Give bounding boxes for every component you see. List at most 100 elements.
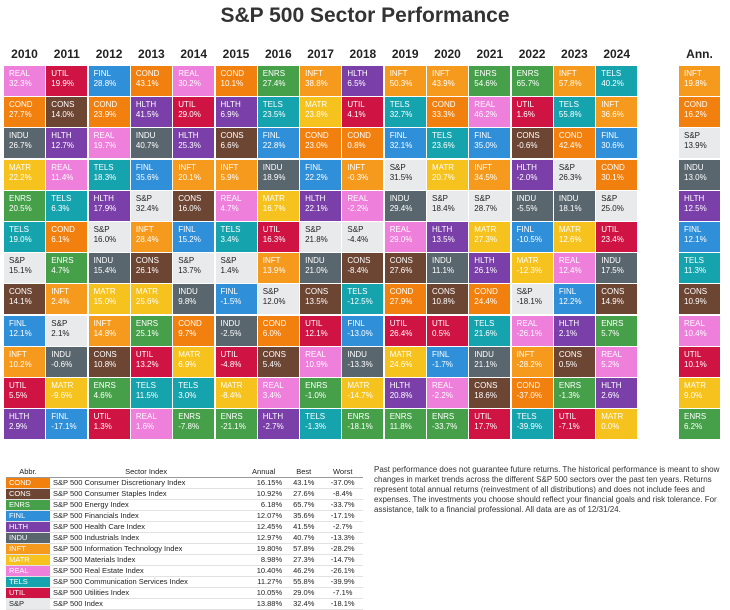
sector-cell-2019-rank-11: HLTH 20.8% (384, 378, 426, 408)
cell-return-value: 11.3% (684, 266, 707, 276)
cell-return-value: 19.9% (51, 79, 74, 88)
legend-worst: -33.7% (322, 499, 363, 511)
cell-return-value: 4.7% (51, 266, 70, 276)
sector-cell-2015-rank-3: CONS 6.6% (215, 128, 257, 159)
sector-cell-2016-rank-5: MATR 16.7% (257, 190, 299, 221)
cell-return-value: 10.1% (220, 79, 244, 88)
sector-cell-2019-rank-3: FINL 32.1% (384, 128, 426, 159)
cell-return-value: 16.0% (93, 235, 117, 244)
cell-return-value: 13.9% (262, 266, 286, 276)
cell-sector-code: ENRS (135, 318, 159, 328)
cell-sector-code: CONS (51, 100, 75, 110)
sector-cell-2021-rank-10: INDU 21.1% (469, 346, 511, 377)
cell-sector-code: INDU (347, 349, 367, 359)
cell-sector-code: INDU (220, 318, 241, 328)
cell-return-value: -4.8% (220, 359, 242, 369)
sector-cell-2022-rank-11: COND -37.0% (511, 378, 553, 408)
cell-return-value: -1.3% (558, 391, 580, 400)
sector-cell-2011-rank-6: COND 6.1% (46, 222, 88, 252)
cell-sector-code: INFT (178, 162, 196, 172)
cell-return-value: 21.6% (474, 328, 497, 338)
sector-cell-2010-rank-7: S&P 15.1% (4, 253, 45, 284)
cell-sector-code: REAL (262, 381, 284, 390)
sector-cell-2022-rank-2: UTIL 1.6% (511, 97, 553, 128)
sector-cell-2018-rank-3: COND 0.8% (342, 128, 384, 159)
cell-return-value: 12.7% (51, 141, 74, 151)
sector-cell-2019-rank-1: INFT 50.3% (384, 66, 426, 96)
sector-cell-2019-rank-5: INDU 29.4% (384, 190, 426, 221)
cell-sector-code: ENRS (558, 381, 582, 390)
sector-cell-2010-rank-3: INDU 26.7% (4, 128, 45, 159)
sector-cell-2012-rank-1: FINL 28.8% (88, 66, 130, 96)
year-header-2015: 2015 (222, 47, 250, 61)
cell-sector-code: INDU (389, 193, 410, 203)
cell-sector-code: UTIL (601, 225, 619, 234)
cell-sector-code: REAL (347, 193, 369, 203)
legend-row: INDU S&P 500 Industrials Index 12.97% 40.7%… (6, 532, 363, 544)
legend-best: 27.6% (285, 488, 323, 500)
legend-row: TELS S&P 500 Communication Services Index… (6, 576, 363, 588)
cell-return-value: 4.7% (220, 203, 239, 213)
cell-return-value: 2.1% (51, 328, 70, 338)
sector-cell-2021-rank-12: UTIL 17.7% (469, 409, 511, 440)
sector-cell-2018-rank-7: CONS -8.4% (342, 253, 384, 284)
cell-return-value: 2.6% (601, 391, 620, 400)
cell-sector-code: ENRS (305, 381, 328, 390)
cell-return-value: 18.9% (262, 172, 286, 182)
sector-cell-2019-rank-9: UTIL 26.4% (384, 315, 426, 346)
cell-return-value: -8.4% (347, 266, 369, 276)
sector-cell-2013-rank-9: ENRS 25.1% (130, 315, 172, 346)
cell-sector-code: UTIL (220, 349, 238, 359)
sector-cell-2015-rank-6: TELS 3.4% (215, 222, 257, 252)
sector-cell-2013-rank-6: INFT 28.4% (130, 222, 172, 252)
sector-cell-2024-rank-8: CONS 14.9% (596, 284, 638, 315)
cell-return-value: 18.6% (474, 391, 497, 400)
annualized-header: Ann. (686, 47, 713, 61)
cell-return-value: 25.3% (178, 141, 201, 151)
year-header-2017: 2017 (307, 47, 334, 61)
sector-cell-2012-rank-10: CONS 10.8% (88, 346, 130, 377)
sector-cell-2017-rank-12: TELS -1.3% (300, 409, 342, 440)
sector-cell-2024-rank-3: FINL 30.6% (596, 128, 638, 159)
cell-return-value: -2.5% (220, 328, 242, 338)
sector-cell-2014-rank-10: MATR 6.9% (173, 346, 215, 377)
legend-worst: -37.0% (322, 477, 363, 489)
cell-sector-code: INDU (432, 256, 452, 266)
cell-return-value: 5.2% (601, 359, 620, 369)
annualized-cell-rank-11: MATR 9.0% (679, 378, 720, 408)
cell-return-value: 9.8% (178, 297, 197, 307)
cell-return-value: -0.3% (347, 172, 369, 182)
cell-sector-code: ENRS (601, 318, 624, 328)
cell-return-value: 16.3% (262, 235, 286, 244)
cell-return-value: 0.5% (558, 359, 578, 369)
sector-cell-2023-rank-9: HLTH 2.1% (553, 315, 595, 346)
sector-cell-2016-rank-6: UTIL 16.3% (257, 222, 299, 252)
cell-sector-code: COND (220, 69, 245, 78)
cell-return-value: 23.6% (432, 141, 455, 151)
cell-return-value: -0.6% (516, 141, 538, 151)
cell-return-value: 4.1% (347, 110, 366, 120)
cell-return-value: 13.7% (178, 266, 201, 276)
sector-cell-2010-rank-2: COND 27.7% (4, 97, 45, 128)
annualized-cell-rank-5: HLTH 12.5% (679, 190, 720, 221)
legend-abbr: FINL (6, 510, 50, 522)
sector-cell-2023-rank-8: FINL 12.2% (553, 284, 595, 315)
cell-return-value: 33.3% (432, 110, 455, 120)
cell-sector-code: ENRS (516, 69, 539, 78)
cell-sector-code: CONS (262, 349, 286, 359)
cell-sector-code: COND (51, 225, 75, 234)
cell-sector-code: TELS (474, 318, 495, 328)
year-header-2018: 2018 (349, 47, 377, 61)
sector-cell-2015-rank-11: MATR -8.4% (215, 378, 257, 408)
legend-best: 57.8% (285, 543, 323, 555)
cell-sector-code: S&P (347, 225, 364, 234)
cell-sector-code: FINL (558, 287, 577, 297)
sector-cell-2023-rank-3: COND 42.4% (553, 128, 595, 159)
sector-cell-2011-rank-9: S&P 2.1% (46, 315, 88, 346)
sector-cell-2020-rank-3: TELS 23.6% (427, 128, 468, 159)
cell-return-value: 22.1% (305, 203, 328, 213)
cell-return-value: 24.4% (474, 297, 497, 307)
legend-worst: -17.1% (322, 510, 363, 522)
cell-sector-code: REAL (51, 162, 73, 172)
cell-sector-code: FINL (347, 318, 365, 328)
